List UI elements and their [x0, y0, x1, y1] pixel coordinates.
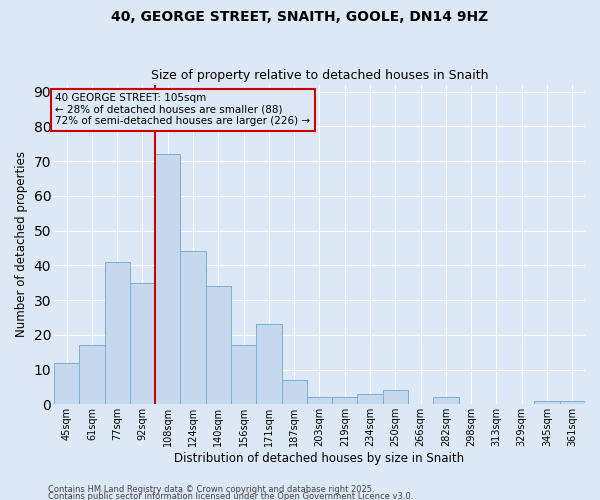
- Bar: [358, 394, 383, 404]
- Bar: [231, 345, 256, 405]
- Bar: [281, 380, 307, 404]
- Bar: [332, 398, 358, 404]
- Bar: [181, 252, 206, 404]
- X-axis label: Distribution of detached houses by size in Snaith: Distribution of detached houses by size …: [175, 452, 464, 465]
- Bar: [535, 401, 560, 404]
- Bar: [433, 398, 458, 404]
- Bar: [155, 154, 181, 405]
- Bar: [104, 262, 130, 404]
- Bar: [130, 282, 155, 405]
- Y-axis label: Number of detached properties: Number of detached properties: [15, 152, 28, 338]
- Text: Contains HM Land Registry data © Crown copyright and database right 2025.: Contains HM Land Registry data © Crown c…: [48, 486, 374, 494]
- Bar: [383, 390, 408, 404]
- Bar: [560, 401, 585, 404]
- Bar: [79, 345, 104, 405]
- Text: 40, GEORGE STREET, SNAITH, GOOLE, DN14 9HZ: 40, GEORGE STREET, SNAITH, GOOLE, DN14 9…: [112, 10, 488, 24]
- Bar: [54, 362, 79, 405]
- Bar: [307, 398, 332, 404]
- Text: Contains public sector information licensed under the Open Government Licence v3: Contains public sector information licen…: [48, 492, 413, 500]
- Text: 40 GEORGE STREET: 105sqm
← 28% of detached houses are smaller (88)
72% of semi-d: 40 GEORGE STREET: 105sqm ← 28% of detach…: [55, 93, 310, 126]
- Title: Size of property relative to detached houses in Snaith: Size of property relative to detached ho…: [151, 69, 488, 82]
- Bar: [256, 324, 281, 404]
- Bar: [206, 286, 231, 405]
